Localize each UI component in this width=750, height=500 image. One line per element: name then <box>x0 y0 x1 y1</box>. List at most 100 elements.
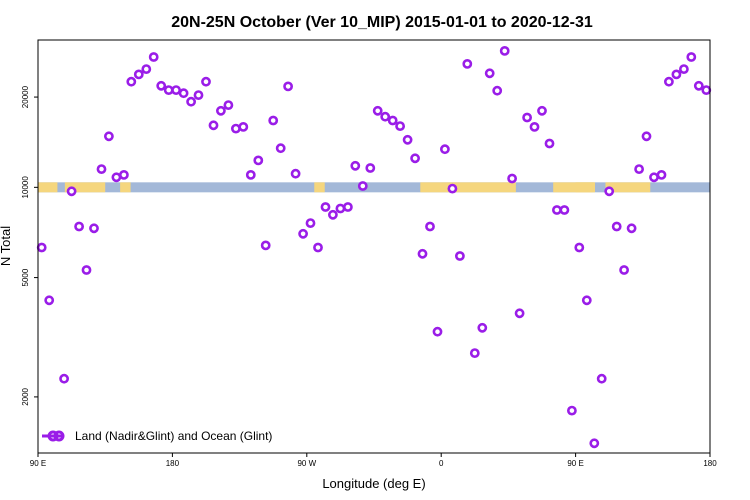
data-point <box>537 105 547 116</box>
data-point <box>477 322 488 333</box>
chart-title: 20N-25N October (Ver 10_MIP) 2015-01-01 … <box>171 14 593 31</box>
data-point <box>81 265 92 275</box>
data-point <box>44 295 55 306</box>
data-point <box>36 242 47 253</box>
data-point <box>611 221 622 232</box>
data-point <box>260 240 271 251</box>
data-point <box>283 81 293 92</box>
data-point <box>469 348 480 358</box>
data-point <box>119 169 129 180</box>
data-point <box>178 88 189 99</box>
map-band <box>38 182 710 193</box>
land-segment <box>64 182 106 193</box>
data-point <box>395 121 405 131</box>
data-point <box>522 112 532 123</box>
data-point <box>567 405 577 416</box>
data-point <box>133 69 144 80</box>
data-point <box>365 163 376 173</box>
data-points <box>36 46 712 449</box>
y-tick-label: 20000 <box>21 85 30 108</box>
data-point <box>141 64 152 74</box>
data-point <box>335 203 346 214</box>
data-point <box>290 168 301 179</box>
data-point <box>410 153 420 164</box>
y-axis-ticks: 2000 5000 10000 20000 <box>21 85 38 406</box>
data-point <box>148 52 159 62</box>
data-point <box>268 115 279 126</box>
data-point <box>238 122 249 132</box>
data-point <box>59 373 69 384</box>
data-point <box>215 105 226 116</box>
data-point <box>604 186 615 197</box>
data-point <box>342 202 353 212</box>
data-point <box>350 160 361 171</box>
land-segment <box>38 182 58 193</box>
data-point <box>634 164 644 174</box>
data-point <box>447 183 458 194</box>
data-point <box>641 131 652 142</box>
data-point <box>589 438 600 449</box>
x-tick-label: 0 <box>439 459 444 468</box>
data-point <box>432 326 443 337</box>
data-point <box>253 155 264 166</box>
data-point <box>462 59 473 69</box>
data-point <box>649 172 659 183</box>
x-axis-label: Longitude (deg E) <box>322 476 425 491</box>
x-tick-label: 90 E <box>567 459 583 468</box>
data-point <box>156 80 167 91</box>
data-point <box>327 209 338 220</box>
x-tick-label: 90 W <box>297 459 316 468</box>
y-axis-label: N Total <box>0 226 13 266</box>
data-point <box>230 123 241 134</box>
data-point <box>619 265 629 275</box>
data-point <box>387 115 398 126</box>
data-point <box>417 248 428 259</box>
data-point <box>313 242 323 253</box>
data-point <box>186 96 196 107</box>
plot-frame <box>37 39 711 454</box>
data-point <box>544 138 555 149</box>
data-point <box>74 221 84 232</box>
land-segment <box>314 182 325 193</box>
data-point <box>171 85 181 95</box>
data-point <box>559 205 570 215</box>
data-point <box>671 69 682 80</box>
legend-entry-label: Land (Nadir&Glint) and Ocean (Glint) <box>75 429 272 443</box>
data-point <box>574 242 585 253</box>
data-point <box>507 173 517 184</box>
data-point <box>439 144 450 155</box>
land-segment <box>553 182 594 193</box>
data-point <box>89 223 99 234</box>
data-point <box>320 202 331 212</box>
data-point <box>596 373 607 384</box>
data-point <box>701 85 712 95</box>
data-point <box>552 205 562 215</box>
data-point <box>626 223 637 234</box>
data-point <box>514 308 525 319</box>
y-tick-label: 10000 <box>21 176 30 199</box>
data-point <box>454 251 465 261</box>
data-point <box>66 186 77 197</box>
land-segment <box>120 182 131 193</box>
data-point <box>529 122 540 132</box>
data-point <box>686 52 697 62</box>
data-point <box>223 100 234 110</box>
data-point <box>492 85 503 96</box>
data-point <box>656 169 667 180</box>
data-point <box>111 172 122 183</box>
data-point <box>193 90 204 100</box>
land-segment <box>605 182 651 193</box>
data-point <box>693 80 704 91</box>
data-point <box>484 68 495 79</box>
data-point <box>357 181 368 191</box>
legend-marker-icon <box>53 430 65 442</box>
data-point <box>380 111 391 122</box>
x-tick-label: 180 <box>166 459 180 468</box>
data-point <box>402 134 413 145</box>
data-point <box>96 164 107 174</box>
data-point <box>245 169 256 180</box>
data-point <box>425 221 435 232</box>
data-point <box>499 46 510 56</box>
